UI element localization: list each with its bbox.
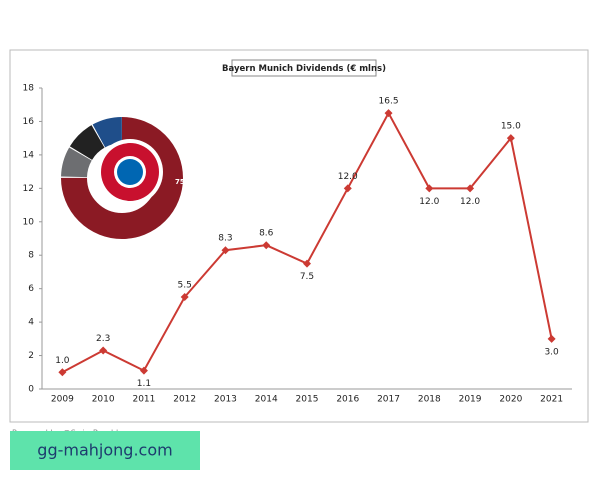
x-tick-label: 2020	[499, 395, 522, 405]
y-tick-label: 4	[28, 318, 34, 328]
x-tick-label: 2009	[51, 395, 74, 405]
marker	[506, 134, 515, 143]
marker	[343, 184, 352, 193]
marker	[466, 184, 475, 193]
y-tick-label: 8	[28, 251, 34, 261]
marker	[425, 184, 434, 193]
data-label: 2.3	[96, 334, 110, 344]
marker	[547, 334, 556, 343]
y-tick-label: 16	[23, 117, 35, 127]
x-tick-label: 2016	[336, 395, 359, 405]
x-tick-label: 2012	[173, 395, 196, 405]
data-label: 12.0	[338, 172, 358, 182]
x-tick-label: 2017	[377, 395, 400, 405]
logo-center	[117, 159, 143, 185]
x-tick-label: 2014	[255, 395, 278, 405]
y-tick-label: 12	[23, 184, 34, 194]
data-label: 12.0	[460, 197, 480, 207]
x-tick-label: 2021	[540, 395, 563, 405]
chart-frame	[9, 49, 589, 423]
data-label: 3.0	[544, 347, 559, 357]
watermark-box	[10, 431, 200, 470]
marker	[384, 109, 393, 118]
marker	[221, 246, 230, 255]
y-tick-label: 2	[28, 351, 34, 361]
y-tick-label: 6	[28, 284, 34, 294]
x-tick-label: 2018	[418, 395, 441, 405]
data-label: 8.3	[218, 234, 232, 244]
data-label: 16.5	[379, 97, 399, 107]
x-tick-label: 2015	[296, 395, 319, 405]
title-box	[231, 59, 377, 77]
data-label: 7.5	[300, 272, 314, 282]
marker	[303, 259, 311, 268]
inset-label: 75%	[175, 178, 192, 186]
data-label: 1.0	[55, 356, 70, 366]
x-tick-label: 2019	[459, 395, 482, 405]
marker	[180, 293, 189, 302]
watermark: gg-mahjong.com	[37, 441, 172, 460]
data-label: 8.6	[259, 229, 274, 239]
marker	[58, 368, 67, 377]
chart-title: Bayern Munich Dividends (€ mlns)	[222, 64, 386, 74]
data-label: 15.0	[501, 122, 521, 132]
data-label: 12.0	[419, 197, 439, 207]
y-tick-label: 10	[23, 217, 35, 227]
donut-main	[61, 117, 183, 239]
data-label: 1.1	[137, 379, 151, 389]
y-tick-label: 0	[28, 385, 34, 395]
marker	[262, 241, 271, 250]
x-tick-label: 2013	[214, 395, 237, 405]
y-tick-label: 18	[23, 84, 35, 94]
x-tick-label: 2010	[92, 395, 115, 405]
y-tick-label: 14	[23, 150, 35, 160]
marker	[99, 346, 108, 355]
x-tick-label: 2011	[132, 395, 155, 405]
data-label: 5.5	[178, 281, 192, 291]
inset-logo: 75%	[61, 117, 192, 239]
marker	[139, 366, 148, 375]
